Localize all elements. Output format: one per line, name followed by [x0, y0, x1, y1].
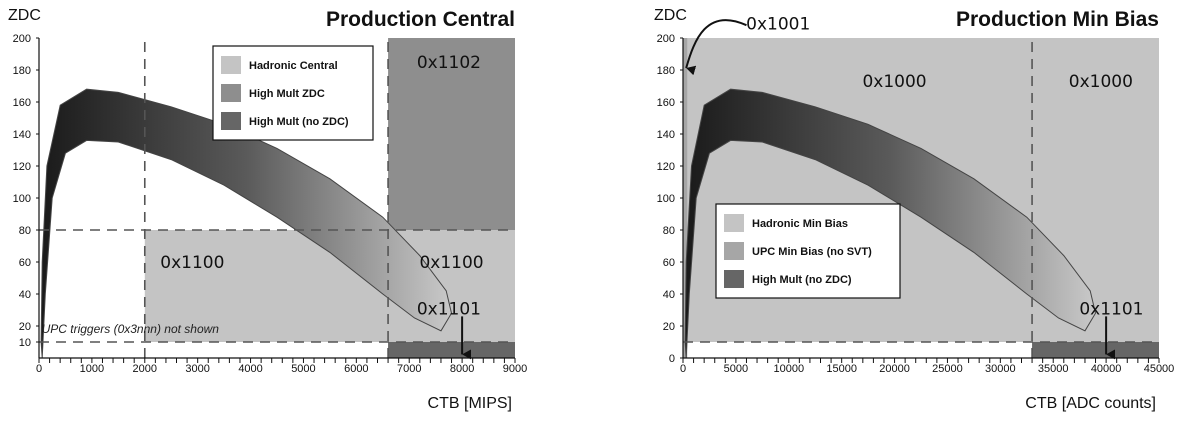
x-tick-label: 10000 [773, 363, 804, 375]
x-tick-label: 8000 [450, 363, 474, 375]
x-tick-label: 0 [680, 363, 686, 375]
y-tick-label: 160 [657, 97, 675, 109]
x-tick-label: 5000 [724, 363, 748, 375]
legend-swatch [221, 84, 241, 102]
legend-label: High Mult ZDC [249, 88, 325, 100]
annotation-note: UPC triggers (0x3nnn) not shown [42, 322, 220, 336]
trigger-region-0x1101 [388, 342, 515, 358]
x-tick-label: 15000 [826, 363, 857, 375]
region-label: 0x1000 [1069, 72, 1133, 92]
x-tick-label: 20000 [879, 363, 910, 375]
y-tick-label: 100 [13, 193, 31, 205]
event-density-band [40, 88, 453, 359]
legend: Hadronic Central High Mult ZDC High Mult (… [212, 45, 374, 141]
legend-label: Hadronic Min Bias [752, 218, 848, 230]
chart-panel-0: 0 1000 2000 3000 4000 5000 6000 7000 8000 9000 10 2… [8, 7, 527, 412]
y-tick-label: 20 [19, 321, 31, 333]
x-tick-label: 4000 [238, 363, 262, 375]
legend-swatch [724, 242, 744, 260]
x-tick-label: 35000 [1038, 363, 1069, 375]
legend-swatch [221, 56, 241, 74]
legend: Hadronic Min Bias UPC Min Bias (no SVT) Hi… [715, 203, 901, 299]
x-tick-label: 7000 [397, 363, 421, 375]
x-tick-label: 45000 [1144, 363, 1175, 375]
y-tick-label: 60 [19, 257, 31, 269]
chart-title: Production Central [326, 8, 515, 31]
y-tick-label: 20 [663, 321, 675, 333]
region-label: 0x1101 [1079, 299, 1143, 319]
y-tick-label: 60 [663, 257, 675, 269]
x-tick-label: 2000 [133, 363, 157, 375]
y-tick-label: 200 [13, 33, 31, 45]
legend-label: UPC Min Bias (no SVT) [752, 246, 872, 258]
y-tick-label: 40 [663, 289, 675, 301]
y-tick-label: 160 [13, 97, 31, 109]
trigger-region-0x1001 [683, 38, 688, 358]
trigger-region-0x1102 [388, 38, 515, 230]
x-axis-label: CTB [ADC counts] [1025, 395, 1156, 412]
x-tick-label: 6000 [344, 363, 368, 375]
region-label: 0x1101 [417, 299, 481, 319]
legend-label: High Mult (no ZDC) [752, 274, 852, 286]
y-tick-label: 10 [19, 337, 31, 349]
y-tick-label: 0 [669, 353, 675, 365]
region-label: 0x1001 [746, 15, 810, 35]
trigger-region-0x1101 [1032, 342, 1159, 358]
y-tick-label: 140 [13, 129, 31, 141]
chart-panel-1: 0 5000 10000 15000 20000 25000 30000 35000 40000… [654, 7, 1174, 412]
x-tick-label: 9000 [503, 363, 527, 375]
y-tick-label: 200 [657, 33, 675, 45]
x-axis-label: CTB [MIPS] [428, 395, 512, 412]
region-label: 0x1100 [160, 253, 224, 273]
legend-box [715, 203, 901, 299]
legend-swatch [221, 112, 241, 130]
x-tick-label: 5000 [291, 363, 315, 375]
x-tick-label: 0 [36, 363, 42, 375]
chart-title: Production Min Bias [956, 8, 1159, 31]
y-tick-label: 80 [19, 225, 31, 237]
region-label: 0x1100 [419, 253, 483, 273]
y-tick-label: 180 [13, 65, 31, 77]
legend-swatch [724, 270, 744, 288]
y-axis-label: ZDC [8, 7, 41, 24]
region-label: 0x1000 [862, 72, 926, 92]
y-tick-label: 100 [657, 193, 675, 205]
pointer-curved-arrow [685, 19, 747, 76]
y-tick-label: 40 [19, 289, 31, 301]
y-tick-label: 120 [657, 161, 675, 173]
y-tick-label: 140 [657, 129, 675, 141]
legend-label: Hadronic Central [249, 60, 338, 72]
x-tick-label: 40000 [1091, 363, 1122, 375]
y-tick-label: 120 [13, 161, 31, 173]
x-tick-label: 30000 [985, 363, 1016, 375]
x-tick-label: 3000 [185, 363, 209, 375]
region-label: 0x1102 [417, 53, 481, 73]
y-axis-label: ZDC [654, 7, 687, 24]
event-density-band [684, 88, 1097, 359]
legend-swatch [724, 214, 744, 232]
y-tick-label: 180 [657, 65, 675, 77]
y-tick-label: 80 [663, 225, 675, 237]
x-tick-label: 1000 [80, 363, 104, 375]
x-tick-label: 25000 [932, 363, 963, 375]
legend-label: High Mult (no ZDC) [249, 116, 349, 128]
